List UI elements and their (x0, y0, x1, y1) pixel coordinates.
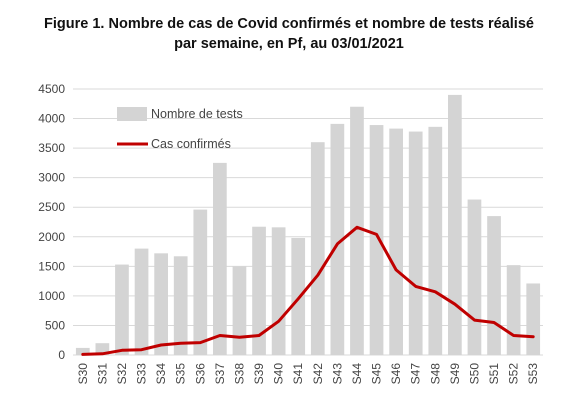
bar (428, 126, 443, 355)
bar (95, 343, 110, 355)
y-tick-label: 0 (58, 348, 65, 362)
legend: Nombre de tests Cas confirmés (117, 107, 243, 151)
y-tick-label: 500 (45, 318, 65, 332)
x-tick-label: S51 (487, 363, 501, 385)
bar (213, 162, 227, 355)
x-axis-ticks: S30 S31 S32 S33 S34 S35 S36 S37 S38 S39 S40 S41 S42 S… (76, 363, 540, 385)
bar (271, 227, 286, 355)
bar (408, 131, 423, 355)
gridlines (73, 88, 543, 356)
bar (193, 209, 208, 355)
x-tick-label: S31 (95, 363, 109, 385)
bar (487, 216, 501, 355)
bar (134, 248, 149, 355)
x-tick-label: S37 (213, 363, 227, 385)
legend-label-cas: Cas confirmés (151, 137, 231, 151)
bar (506, 265, 521, 355)
x-tick-label: S48 (428, 363, 442, 385)
bar (389, 128, 403, 355)
x-tick-label: S39 (252, 363, 266, 385)
y-tick-label: 4500 (38, 82, 65, 96)
y-tick-label: 3000 (38, 171, 65, 185)
legend-swatch-tests (117, 107, 147, 121)
bar (232, 266, 247, 355)
x-tick-label: S35 (174, 363, 188, 385)
x-tick-label: S41 (291, 363, 305, 385)
x-tick-label: S36 (193, 363, 207, 385)
bar (310, 142, 325, 355)
bar (173, 256, 188, 355)
x-tick-label: S30 (76, 363, 90, 385)
line-cas-confirmes (81, 225, 535, 356)
y-tick-label: 3500 (38, 141, 65, 155)
bar (448, 94, 462, 356)
x-tick-label: S52 (507, 363, 521, 385)
chart-title-line-1: Figure 1. Nombre de cas de Covid confirm… (44, 16, 534, 32)
bar (154, 253, 168, 355)
y-tick-label: 2000 (38, 230, 65, 244)
legend-label-tests: Nombre de tests (151, 107, 243, 121)
x-tick-label: S46 (389, 363, 403, 385)
x-tick-label: S44 (350, 363, 364, 385)
x-tick-label: S42 (311, 363, 325, 385)
bar (75, 347, 90, 355)
bar (330, 123, 345, 356)
bar (369, 125, 384, 356)
y-tick-label: 2500 (38, 200, 65, 214)
chart-title-line-2: par semaine, en Pf, au 03/01/2021 (174, 36, 404, 52)
y-axis-ticks: 0 500 1000 1500 2000 2500 3000 3500 4000 4500 (38, 82, 65, 362)
line-series (81, 225, 535, 356)
chart-title: Figure 1. Nombre de cas de Covid confirm… (0, 14, 578, 54)
x-tick-label: S34 (154, 363, 168, 385)
x-tick-label: S47 (409, 363, 423, 385)
bar (115, 264, 129, 355)
y-tick-label: 1500 (38, 259, 65, 273)
bar (467, 199, 482, 355)
x-tick-label: S43 (330, 363, 344, 385)
x-tick-label: S40 (272, 363, 286, 385)
bar (350, 106, 364, 355)
x-tick-label: S50 (467, 363, 481, 385)
x-tick-label: S45 (370, 363, 384, 385)
x-tick-label: S32 (115, 363, 129, 385)
x-tick-label: S49 (448, 363, 462, 385)
bar-series (75, 94, 541, 356)
x-tick-label: S53 (526, 363, 540, 385)
y-tick-label: 4000 (38, 112, 65, 126)
bar (526, 283, 541, 355)
bar (252, 226, 266, 355)
x-tick-label: S38 (232, 363, 246, 385)
x-tick-label: S33 (135, 363, 149, 385)
y-tick-label: 1000 (38, 289, 65, 303)
